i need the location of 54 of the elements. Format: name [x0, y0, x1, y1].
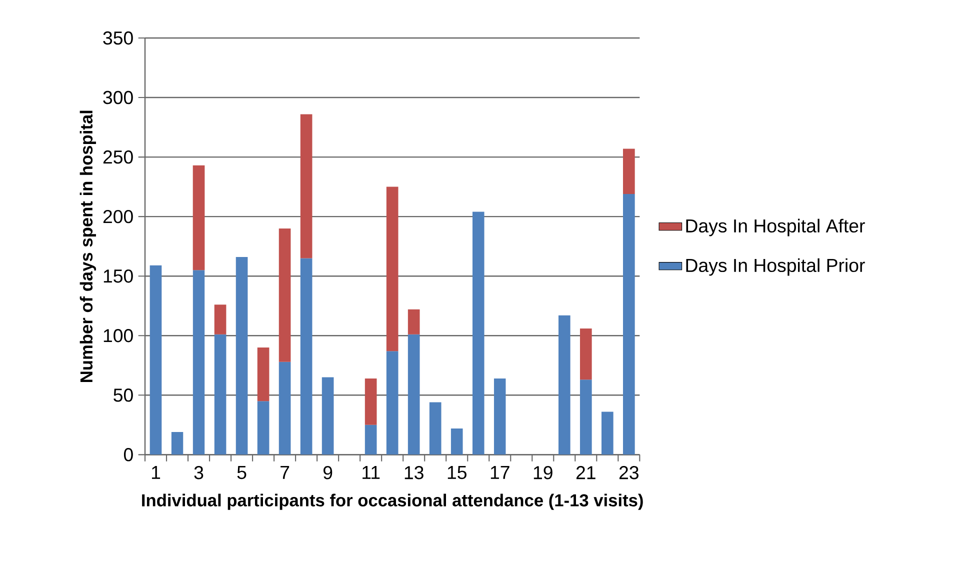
bar [214, 304, 226, 334]
y-tick-label: 0 [124, 448, 133, 462]
bar [580, 380, 592, 455]
x-tick-label: 9 [324, 466, 332, 480]
bar [623, 148, 635, 194]
bar [278, 362, 291, 455]
bar [408, 334, 420, 455]
bar [236, 257, 248, 455]
x-tick-label: 17 [490, 466, 510, 479]
bar [386, 186, 398, 352]
bar [623, 194, 635, 455]
bar [408, 309, 420, 334]
legend-label: Days In Hospital Prior [686, 258, 865, 276]
bar [364, 424, 377, 455]
bar [472, 212, 484, 455]
y-tick-label: 50 [114, 388, 133, 402]
bar [364, 378, 377, 425]
bar [558, 315, 570, 455]
y-axis-title: Number of days spent in hospital [80, 110, 96, 382]
x-axis-title: Individual participants for occasional attendance (1-13 visits) [142, 494, 643, 510]
x-tick-label: 15 [448, 466, 466, 480]
y-tick-label: 100 [104, 329, 133, 342]
legend-label: Days In Hospital After [686, 218, 865, 236]
bar [386, 351, 398, 455]
x-tick-label: 13 [404, 466, 424, 480]
x-tick-label: 1 [152, 466, 160, 479]
bar [601, 412, 614, 455]
x-tick-label: 7 [280, 466, 290, 479]
y-tick-label: 250 [103, 150, 133, 164]
bar [257, 401, 270, 455]
bar [450, 428, 463, 455]
x-tick-label: 19 [534, 466, 552, 480]
bar [171, 432, 184, 455]
x-tick-label: 21 [576, 466, 596, 480]
bar [494, 378, 506, 455]
bar [150, 265, 162, 455]
x-tick-label: 23 [619, 466, 638, 480]
y-tick-label: 200 [103, 210, 133, 224]
y-tick-label: 350 [103, 31, 133, 45]
bar [300, 114, 312, 258]
bar [214, 334, 226, 455]
x-tick-label: 3 [194, 466, 204, 480]
bar [192, 165, 205, 270]
bar [322, 377, 334, 455]
bar [257, 348, 270, 402]
bar [300, 258, 312, 455]
x-tick-label: 11 [362, 466, 380, 479]
bar [580, 328, 592, 380]
x-tick-label: 5 [237, 466, 246, 480]
bar [278, 228, 291, 362]
y-tick-label: 150 [104, 269, 133, 283]
y-tick-label: 300 [103, 90, 133, 104]
bar [429, 402, 442, 455]
bar [192, 270, 205, 455]
